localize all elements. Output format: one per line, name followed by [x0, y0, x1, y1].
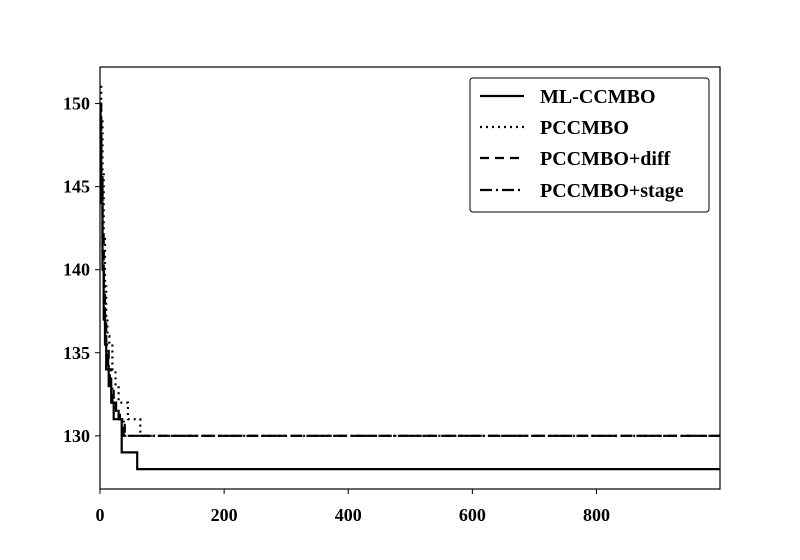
legend: ML-CCMBO PCCMBO PCCMBO+diff PCCMBO+stage — [469, 77, 710, 213]
x-tick-label: 600 — [459, 505, 486, 525]
y-tick-label: 145 — [63, 177, 90, 197]
x-tick-label: 400 — [335, 505, 362, 525]
series-layer — [99, 85, 720, 471]
x-tick-label: 200 — [211, 505, 238, 525]
legend-label-ml-ccmbo: ML-CCMBO — [540, 86, 656, 108]
y-tick-label: 140 — [63, 260, 90, 280]
plot-frame — [99, 66, 721, 490]
series-line-ml-ccmbo — [99, 102, 720, 471]
x-axis: 0 200 400 600 800 — [96, 489, 610, 525]
y-axis: 130 135 140 145 150 — [63, 94, 100, 446]
legend-box — [469, 77, 710, 213]
x-tick-label: 800 — [583, 505, 610, 525]
y-tick-label: 130 — [63, 426, 90, 446]
y-tick-label: 150 — [63, 94, 90, 114]
legend-label-pccmbo: PCCMBO — [540, 117, 629, 139]
legend-label-pccmbo-diff: PCCMBO+diff — [540, 148, 671, 170]
y-tick-label: 135 — [63, 343, 90, 363]
legend-label-pccmbo-stage: PCCMBO+stage — [540, 180, 684, 202]
x-tick-label: 0 — [96, 505, 105, 525]
series-line-pccmbo-stage — [100, 119, 720, 437]
